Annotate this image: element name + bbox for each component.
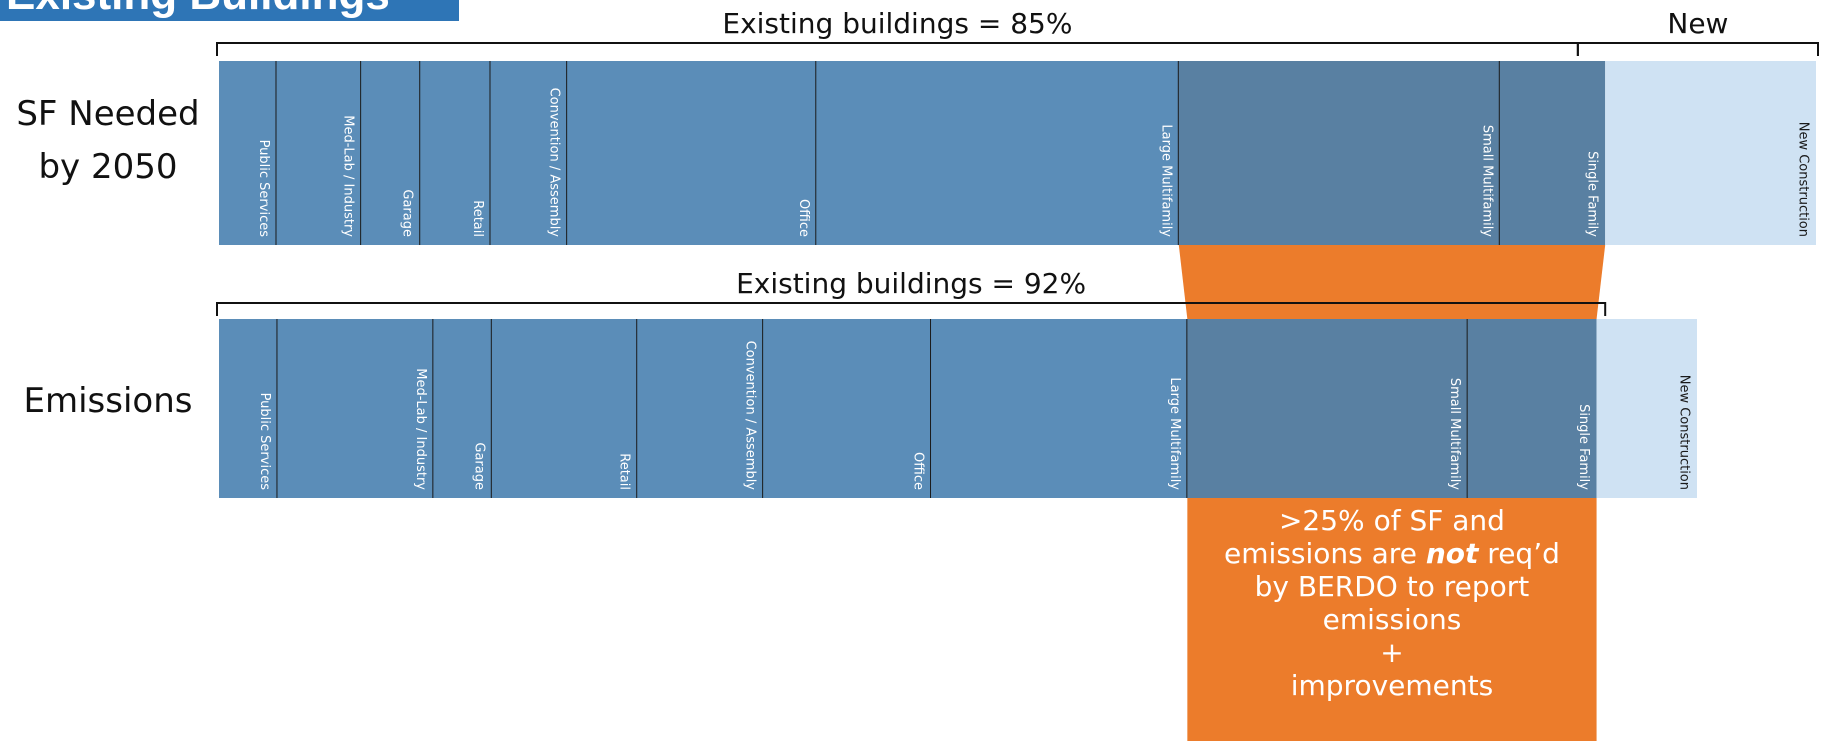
row-label: by 2050 [38, 147, 177, 187]
highlight-connector [1178, 245, 1606, 319]
bar-segment-med-lab-industry [277, 319, 434, 498]
bar-segment-garage [433, 319, 492, 498]
segment-label-public-services: Public Services [257, 393, 272, 491]
callout-box [1187, 498, 1597, 741]
callout-line: emissions are not req’d [1224, 537, 1560, 570]
segment-label-med-lab-industry: Med-Lab / Industry [341, 115, 356, 237]
bracket-line [216, 302, 1607, 316]
bar-segment-large-multifamily [816, 61, 1179, 245]
segment-label-public-services: Public Services [256, 140, 271, 238]
bracket-line [1576, 42, 1819, 56]
row-label: Emissions [24, 381, 193, 421]
segment-label-convention-assembly: Convention / Assembly [547, 88, 562, 238]
segment-label-single-family: Single Family [1576, 404, 1591, 490]
title-tab-text: Existing Buildings [6, 0, 390, 20]
callout-line: improvements [1291, 669, 1493, 702]
bar-segment-convention-assembly [490, 61, 568, 245]
bar-segment-office [763, 319, 932, 498]
bar-segment-public-services [219, 319, 278, 498]
bar-segment-small-multifamily [1187, 319, 1468, 498]
segment-label-large-multifamily: Large Multifamily [1158, 124, 1173, 237]
segment-label-small-multifamily: Small Multifamily [1479, 125, 1494, 237]
segment-label-office: Office [796, 199, 811, 237]
bar-segment-single-family [1499, 61, 1606, 245]
bar-segment-public-services [219, 61, 277, 245]
segment-label-new-construction: New Construction [1796, 122, 1811, 237]
bracket-label: New [1667, 7, 1728, 40]
segment-label-garage: Garage [471, 442, 486, 490]
bar-segment-convention-assembly [637, 319, 764, 498]
segment-label-retail: Retail [617, 453, 632, 490]
bar-segment-retail [420, 61, 491, 245]
bar-segment-small-multifamily [1178, 61, 1500, 245]
row-label: SF Needed [16, 94, 199, 134]
segment-label-large-multifamily: Large Multifamily [1167, 377, 1182, 490]
segment-label-office: Office [911, 452, 926, 490]
segment-label-single-family: Single Family [1585, 151, 1600, 237]
title-tab: Existing Buildings [0, 0, 459, 21]
bar-segment-single-family [1467, 319, 1597, 498]
callout-line: >25% of SF and [1279, 504, 1505, 537]
segment-label-convention-assembly: Convention / Assembly [743, 341, 758, 491]
bar-segment-med-lab-industry [276, 61, 362, 245]
callout-line: emissions [1323, 603, 1462, 636]
bar-segment-new-construction [1605, 61, 1816, 245]
bracket-label: Existing buildings = 85% [722, 7, 1072, 40]
segment-label-retail: Retail [470, 200, 485, 237]
segment-label-med-lab-industry: Med-Lab / Industry [413, 368, 428, 490]
bracket-line [216, 42, 1579, 56]
segment-label-garage: Garage [400, 189, 415, 237]
segment-label-new-construction: New Construction [1677, 375, 1692, 490]
bar-segment-office [567, 61, 817, 245]
callout-line: by BERDO to report [1255, 570, 1530, 603]
bar-segment-retail [491, 319, 638, 498]
bar-segment-new-construction [1596, 319, 1697, 498]
segment-label-small-multifamily: Small Multifamily [1447, 378, 1462, 490]
bracket-label: Existing buildings = 92% [736, 267, 1086, 300]
bar-segment-garage [361, 61, 421, 245]
callout-line: + [1380, 636, 1403, 669]
bar-segment-large-multifamily [931, 319, 1188, 498]
